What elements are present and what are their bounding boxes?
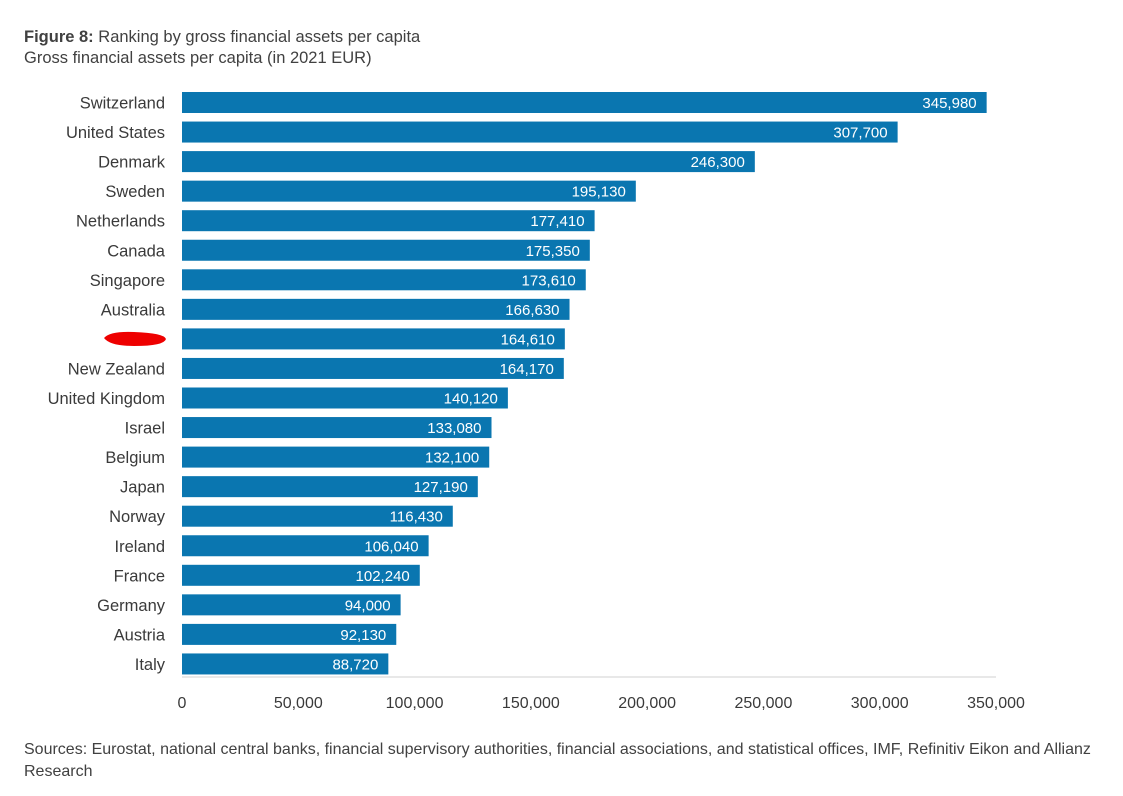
bar [182,92,987,113]
bar [182,269,586,291]
bar-value-label: 164,170 [500,361,554,378]
bar-value-label: 94,000 [345,597,391,614]
bar-value-label: 140,120 [444,391,498,408]
bar-value-label: 133,080 [427,420,481,437]
bar [182,653,389,675]
x-tick-label: 150,000 [502,695,560,712]
category-label: Austria [114,626,166,644]
bar [182,417,492,439]
bar [182,357,564,379]
sources-note: Sources: Eurostat, national central bank… [24,741,1091,780]
bar [182,594,401,616]
bar [182,328,565,350]
x-tick-label: 200,000 [618,695,676,712]
category-label: Denmark [98,154,166,172]
bar-value-label: 132,100 [425,450,479,467]
bar [182,151,755,173]
bar-value-label: 116,430 [390,509,443,526]
category-label: Singapore [90,272,165,290]
category-label: Germany [97,597,166,615]
x-tick-label: 50,000 [274,695,323,712]
bar [182,239,590,261]
category-labels-group: Switzerland United States Denmark Sweden Net… [48,95,166,674]
bar [182,210,595,232]
bar [182,476,478,498]
figure-label: Figure 8: [24,28,94,46]
bars-group: 345,980 307,700 246,300 195,130 177,410 175,3… [182,92,987,675]
x-tick-label: 250,000 [735,695,793,712]
bar-value-label: 92,130 [340,627,386,644]
category-label: Italy [135,656,166,674]
bar-value-label: 127,190 [414,479,468,496]
bar [182,505,453,527]
bar [182,623,397,645]
category-label: Canada [107,242,166,260]
bar-value-label: 175,350 [526,243,580,260]
category-label: Norway [109,508,166,526]
bar [182,535,429,557]
bar [182,298,570,320]
x-tick-label: 100,000 [386,695,444,712]
category-label: New Zealand [68,360,165,378]
bar-value-label: 166,630 [505,302,559,319]
bar [182,564,420,586]
category-label: Sweden [105,183,165,201]
bar [182,387,508,409]
category-label: Japan [120,479,165,497]
category-label: Switzerland [80,95,165,113]
bar-value-label: 195,130 [572,184,626,201]
x-axis-group: 0 50,000 100,000 150,000 200,000 250,000 300,0… [178,676,1025,712]
x-tick-label: 0 [178,695,187,712]
bar-value-label: 345,980 [922,95,976,112]
bar-value-label: 307,700 [833,125,887,142]
bar-value-label: 106,040 [364,538,418,555]
bar-value-label: 102,240 [356,568,410,585]
bar-value-label: 88,720 [332,656,378,673]
category-label: United States [66,124,165,142]
category-label: Australia [101,301,166,319]
bar-value-label: 164,610 [501,331,555,348]
category-label: Belgium [105,449,165,467]
chart-title-block: Figure 8: Ranking by gross financial ass… [24,27,420,69]
bar [182,121,898,143]
category-label: France [114,567,165,585]
x-tick-label: 350,000 [967,695,1025,712]
bar-value-label: 173,610 [522,272,576,289]
category-label: United Kingdom [48,390,165,408]
chart-subtitle: Gross financial assets per capita (in 20… [24,49,372,67]
category-label: Netherlands [76,213,165,231]
bar-value-label: 177,410 [530,213,584,230]
category-label: Ireland [115,538,165,556]
category-label: Israel [125,420,165,438]
figure-title: Ranking by gross financial assets per ca… [98,28,421,46]
x-tick-label: 300,000 [851,695,909,712]
chart-title: Figure 8: Ranking by gross financial ass… [24,27,420,48]
redaction-mark [104,331,166,346]
bar [182,446,490,468]
bar [182,180,636,202]
bar-value-label: 246,300 [691,154,745,171]
